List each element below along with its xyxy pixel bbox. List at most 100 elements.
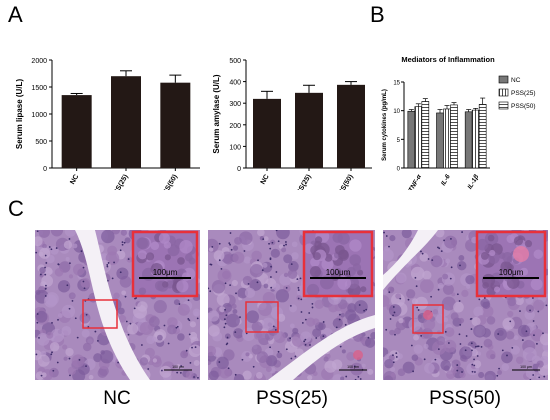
tissue-cell (97, 368, 108, 378)
tissue-cell (390, 366, 396, 372)
cytokine-chart-title: Mediators of Inflammation (401, 55, 495, 64)
tissue-cell (287, 269, 298, 279)
tissue-cell (231, 303, 237, 309)
tissue-nucleus (57, 263, 60, 266)
tissue-nucleus (50, 248, 53, 251)
tissue-cell (156, 334, 163, 341)
inset-cell (164, 254, 171, 261)
tissue-nucleus (229, 232, 232, 234)
tissue-cell (445, 258, 451, 264)
tissue-nucleus (179, 371, 182, 374)
tissue-cell (167, 317, 178, 328)
tissue-cell (275, 289, 290, 303)
inset-cell (181, 272, 191, 281)
tissue-cell (105, 251, 120, 266)
tissue-cell (159, 365, 172, 378)
tissue-cell (253, 330, 263, 340)
tissue-nucleus (459, 324, 462, 326)
tissue-nucleus (300, 298, 303, 301)
tissue-nucleus (464, 349, 467, 352)
tissue-cell (276, 230, 290, 240)
tissue-nucleus (456, 293, 459, 296)
tissue-cell (525, 368, 536, 379)
tissue-nucleus (344, 323, 347, 326)
tissue-nucleus (289, 337, 292, 340)
inset-cell (530, 278, 543, 291)
cytokine-bar (471, 109, 480, 169)
tissue-cell (458, 255, 465, 261)
tissue-nucleus (119, 249, 122, 252)
tissue-nucleus (532, 374, 535, 376)
tissue-nucleus (245, 332, 248, 335)
tissue-cell (79, 312, 91, 324)
tissue-nucleus (147, 368, 150, 370)
tissue-cell (502, 317, 515, 330)
tissue-cell (152, 358, 158, 363)
tissue-nucleus (294, 355, 297, 358)
tissue-cell (389, 235, 396, 242)
tissue-nucleus (407, 298, 410, 301)
tissue-cell (446, 370, 455, 380)
tissue-cell (232, 251, 245, 264)
tissue-cell (314, 299, 324, 309)
tissue-nucleus (395, 352, 398, 354)
tissue-cell (224, 333, 231, 340)
tissue-nucleus (427, 258, 430, 260)
tissue-nucleus (456, 364, 459, 366)
tissue-nucleus (161, 369, 163, 372)
tissue-cell (522, 347, 537, 362)
tissue-nucleus (538, 376, 541, 379)
tissue-nucleus (51, 322, 53, 324)
tissue-nucleus (224, 318, 226, 321)
tissue-cell (306, 317, 316, 327)
tissue-nucleus (121, 241, 124, 244)
tissue-nucleus (383, 231, 385, 234)
tissue-nucleus (80, 250, 83, 253)
cytokine-bar (464, 111, 473, 169)
tissue-nucleus (247, 282, 250, 285)
tissue-cell (208, 325, 220, 337)
tissue-cell (318, 322, 326, 331)
tissue-nucleus (224, 322, 227, 325)
tissue-nucleus (229, 284, 232, 286)
tissue-cell (239, 231, 253, 245)
tissue-nucleus (44, 295, 47, 297)
inset-scale-label: 100μm (326, 268, 351, 277)
tissue-cell (234, 236, 242, 245)
tissue-cell (177, 303, 190, 316)
inset-cell (360, 286, 367, 293)
tissue-cell (398, 317, 404, 324)
tissue-nucleus (437, 288, 440, 291)
tissue-cell (211, 280, 226, 294)
tissue-cell (422, 270, 432, 280)
tissue-nucleus (297, 289, 300, 291)
tissue-nucleus (44, 287, 47, 290)
tissue-nucleus (35, 251, 38, 254)
tissue-cell (100, 350, 114, 364)
tissue-cell (443, 339, 457, 353)
tissue-nucleus (117, 361, 119, 364)
tissue-cell (246, 310, 259, 324)
tissue-cell (111, 230, 120, 235)
tissue-nucleus (44, 273, 47, 276)
cytokine-bar (443, 108, 451, 169)
tissue-cell (218, 366, 231, 379)
tissue-cell (471, 316, 481, 327)
tissue-nucleus (521, 339, 524, 341)
tissue-cell (208, 370, 219, 380)
tissue-cell (346, 351, 356, 361)
tissue-cell (473, 324, 487, 338)
tissue-nucleus (363, 309, 366, 312)
tissue-cell (262, 262, 268, 268)
tissue-nucleus (71, 300, 74, 302)
tissue-cell (261, 317, 275, 331)
amylase-y-tick-label: 200 (229, 123, 241, 130)
tissue-nucleus (262, 238, 265, 241)
tissue-nucleus (78, 358, 81, 361)
tissue-nucleus (423, 358, 426, 361)
tissue-cell (151, 336, 157, 342)
tissue-cell (251, 321, 263, 333)
tissue-nucleus (69, 374, 71, 377)
tissue-cell (71, 354, 85, 368)
tissue-nucleus (107, 262, 110, 264)
